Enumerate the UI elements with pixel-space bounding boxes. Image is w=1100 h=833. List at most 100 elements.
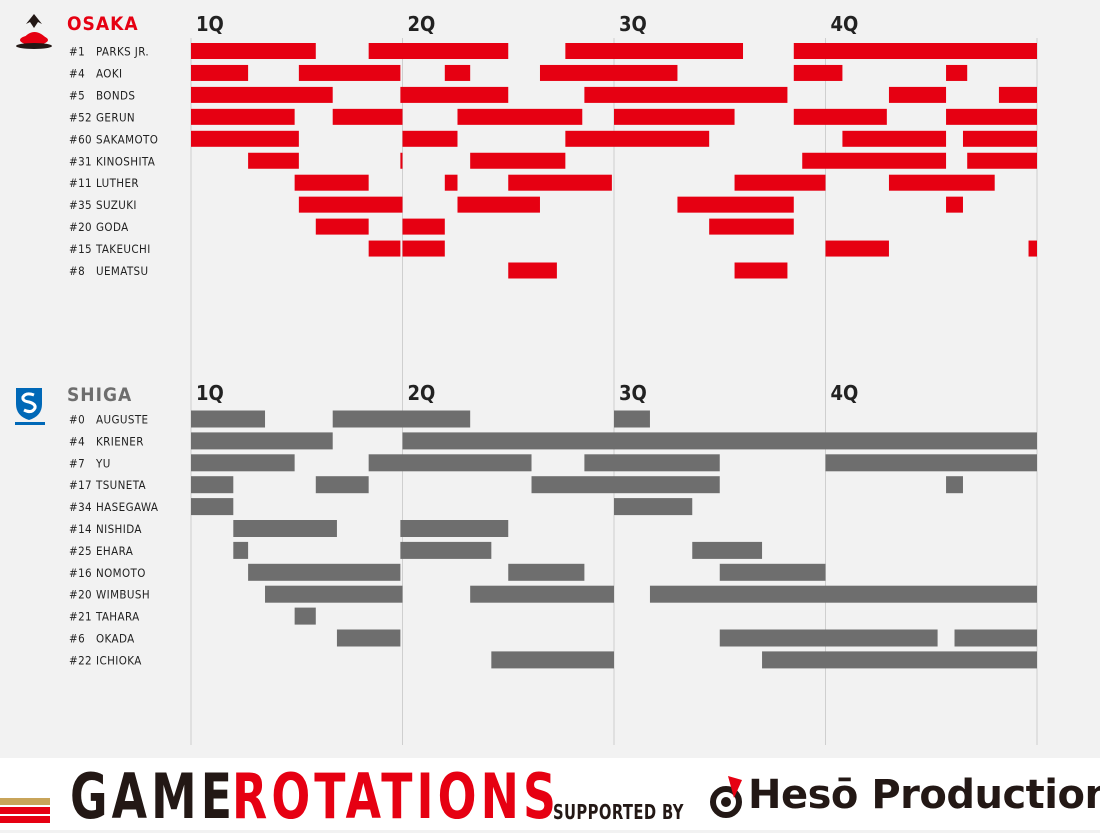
player-number: #8 (69, 264, 85, 278)
stint-bar (946, 476, 963, 494)
stint-bar (825, 454, 1037, 472)
stint-bar (565, 43, 744, 59)
player-name: NISHIDA (96, 522, 142, 536)
player-number: #20 (69, 220, 92, 234)
rotation-chart: OSAKA 1Q 2Q 3Q 4Q #1 PARKS JR. #4 AOKI #5 BONDS #52… (15, 12, 1038, 745)
stint-bar (508, 563, 585, 581)
stint-bar (649, 585, 1037, 603)
footer-title-rotations: ROTATIONS (232, 760, 561, 833)
stint-bar (336, 629, 401, 647)
stint-bar (400, 520, 509, 537)
stint-bar (677, 196, 794, 213)
quarter-label: 4Q (831, 381, 859, 405)
stint-bar (1028, 240, 1037, 257)
stint-bar (444, 174, 458, 191)
player-name: ICHIOKA (96, 653, 142, 667)
footer-title-game: GAME (70, 760, 237, 833)
footer-stripe (0, 816, 50, 823)
stint-bar (191, 130, 299, 147)
stint-bar (233, 541, 249, 559)
player-name: BONDS (96, 88, 135, 102)
player-number: #1 (69, 45, 85, 59)
player-name: AUGUSTE (96, 413, 148, 427)
shiga-logo-icon (15, 388, 45, 425)
player-name: YU (95, 456, 111, 470)
player-name: PARKS JR. (96, 45, 149, 59)
stint-bar (315, 218, 369, 235)
quarter-label: 1Q (196, 381, 224, 405)
stint-bar (400, 152, 403, 169)
player-number: #14 (69, 522, 92, 536)
stint-bar (332, 410, 471, 428)
stint-bar (709, 218, 794, 235)
player-name: TSUNETA (95, 478, 146, 492)
stint-bar (191, 86, 333, 103)
stint-bar (793, 64, 843, 81)
player-number: #34 (69, 500, 92, 514)
player-number: #31 (69, 154, 92, 168)
team-name: OSAKA (67, 13, 139, 35)
stint-bar (762, 651, 1037, 669)
stint-bar (692, 541, 763, 559)
stint-bar (470, 585, 614, 603)
player-number: #7 (69, 456, 85, 470)
player-number: #22 (69, 653, 92, 667)
stint-bar (825, 240, 889, 257)
stint-bar (584, 454, 720, 472)
sponsor-logo-icon (710, 776, 742, 818)
player-name: KINOSHITA (96, 154, 155, 168)
stint-bar (233, 520, 337, 537)
footer-stripe (0, 798, 50, 805)
player-name: AOKI (96, 66, 122, 80)
stint-bar (248, 563, 401, 581)
stint-bar (400, 86, 509, 103)
player-number: #35 (69, 198, 92, 212)
player-name: OKADA (96, 632, 135, 646)
stint-bar (539, 64, 678, 81)
player-name: TAKEUCHI (95, 242, 151, 256)
stint-bar (793, 43, 1037, 59)
stint-bar (584, 86, 788, 103)
player-name: SAKAMOTO (96, 132, 158, 146)
player-name: EHARA (96, 544, 133, 558)
stint-bar (294, 174, 369, 191)
stint-bar (614, 108, 735, 125)
quarter-label: 4Q (831, 12, 859, 36)
player-number: #6 (69, 632, 85, 646)
stint-bar (191, 410, 266, 428)
stint-bar (368, 454, 532, 472)
sponsor-name: Hesō Production (748, 772, 1100, 818)
stint-bar (368, 240, 401, 257)
quarter-label: 2Q (408, 381, 436, 405)
stint-bar (402, 240, 445, 257)
stint-bar (332, 108, 403, 125)
player-name: TAHARA (95, 610, 140, 624)
stint-bar (802, 152, 947, 169)
stint-bar (191, 108, 295, 125)
player-number: #15 (69, 242, 92, 256)
stint-bar (531, 476, 720, 494)
stint-bar (191, 454, 295, 472)
stint-bar (946, 64, 968, 81)
stint-bar (248, 152, 299, 169)
stint-bar (191, 432, 333, 450)
player-number: #0 (69, 413, 85, 427)
stint-bar (967, 152, 1037, 169)
quarter-label: 3Q (619, 381, 647, 405)
stint-bar (508, 262, 557, 279)
stint-bar (491, 651, 614, 669)
stint-bar (734, 262, 788, 279)
player-name: WIMBUSH (96, 588, 150, 602)
stint-bar (614, 498, 693, 516)
player-number: #52 (69, 110, 92, 124)
stint-bar (294, 607, 316, 625)
team-name: SHIGA (67, 384, 132, 406)
stint-bar (191, 43, 316, 59)
stint-bar (842, 130, 947, 147)
stint-bar (508, 174, 612, 191)
player-name: GODA (96, 220, 129, 234)
quarter-label: 3Q (619, 12, 647, 36)
supported-by-label: SUPPORTED BY (553, 800, 684, 824)
stint-bar (298, 196, 403, 213)
stint-bar (265, 585, 403, 603)
